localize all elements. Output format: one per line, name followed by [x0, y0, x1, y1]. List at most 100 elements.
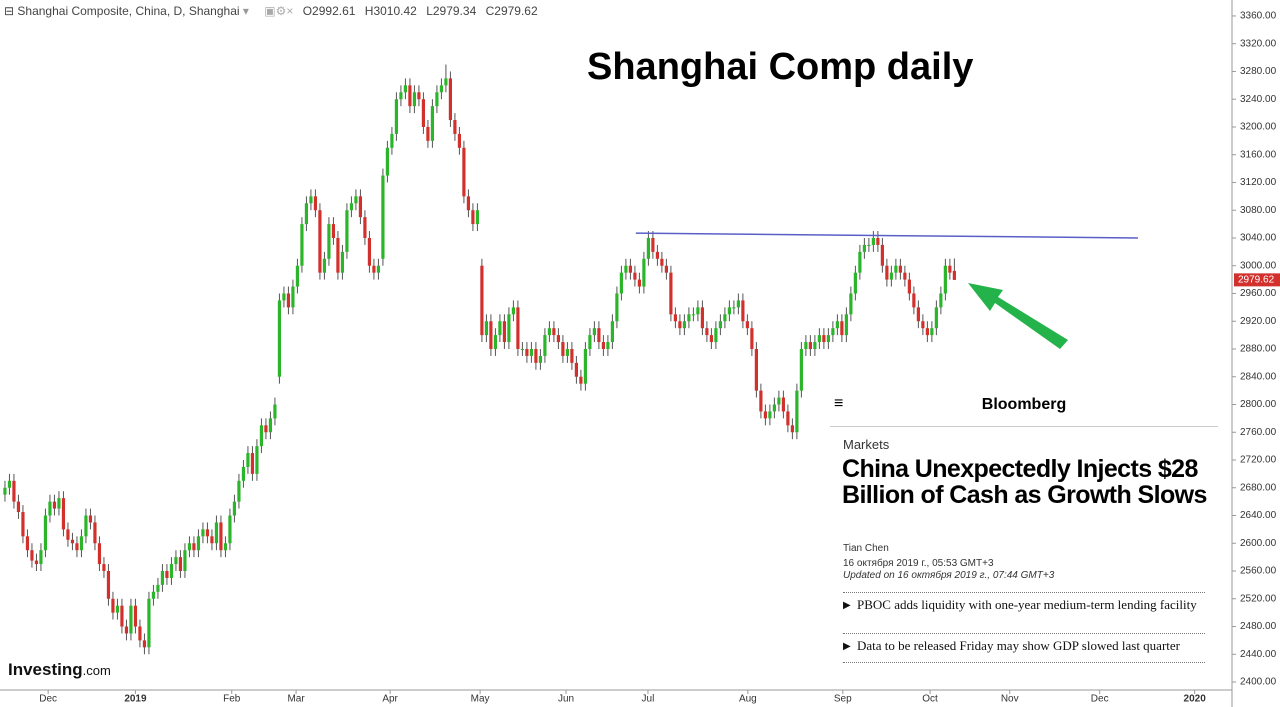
- collapse-icon[interactable]: ⊟: [4, 4, 15, 18]
- x-tick-label: 2020: [1184, 694, 1207, 705]
- candle-body: [336, 237, 340, 273]
- candle-body: [426, 126, 430, 141]
- candle-body: [916, 307, 920, 322]
- candle-body: [408, 85, 412, 107]
- candle-body: [205, 529, 210, 537]
- candle-body: [579, 376, 583, 384]
- y-tick-label: 2840.00: [1240, 371, 1277, 382]
- candle-body: [898, 265, 902, 273]
- arrow: [968, 283, 1068, 349]
- candle-body: [718, 321, 722, 329]
- candle-body: [925, 328, 929, 336]
- candle-body: [354, 196, 358, 204]
- candle-body: [480, 265, 484, 336]
- candle-body: [709, 335, 713, 343]
- candle-body: [412, 92, 417, 107]
- candle-body: [759, 390, 763, 412]
- candle-body: [25, 536, 30, 551]
- candle-body: [588, 335, 592, 349]
- candle-body: [282, 293, 286, 301]
- candle-body: [142, 640, 147, 648]
- candle-body: [867, 244, 871, 246]
- candle-body: [858, 251, 862, 273]
- candle-body: [30, 550, 34, 561]
- candle-body: [331, 224, 336, 238]
- dropdown[interactable]: ▾: [239, 4, 253, 18]
- candle-body: [813, 342, 817, 349]
- candle-body: [309, 196, 313, 204]
- y-tick-label: 2760.00: [1240, 427, 1277, 438]
- candle-body: [646, 237, 650, 259]
- candle-body: [889, 272, 893, 280]
- y-tick-label: 2920.00: [1240, 316, 1277, 327]
- y-tick-label: 2480.00: [1240, 621, 1277, 632]
- candle-body: [817, 335, 821, 343]
- candle-body: [921, 321, 925, 329]
- candle-body: [372, 265, 376, 273]
- candle-body: [340, 251, 345, 273]
- candle-body: [826, 335, 830, 343]
- x-tick-label: Jul: [642, 694, 655, 705]
- menu-icon[interactable]: ≡: [834, 395, 844, 412]
- ohlc: H3010.42: [365, 4, 417, 18]
- candle-body: [669, 272, 673, 315]
- candle-body: [547, 328, 552, 336]
- published: 16 октября 2019 г., 05:53 GMT+3: [843, 558, 994, 569]
- icons[interactable]: ▣⚙×: [264, 4, 294, 18]
- candle-body: [16, 501, 21, 513]
- candle-body: [259, 425, 264, 447]
- candle-body: [808, 342, 812, 349]
- candle-body: [187, 543, 192, 551]
- candle-body: [835, 321, 839, 329]
- bullet: ▶ PBOC adds liquidity with one-year mediu…: [843, 592, 1205, 613]
- candle-body: [381, 175, 385, 259]
- candle-body: [192, 543, 196, 551]
- x-tick-label: May: [471, 694, 490, 705]
- candle-body: [682, 321, 686, 329]
- y-tick-label: 3320.00: [1240, 38, 1277, 49]
- candle-body: [750, 328, 754, 349]
- y-tick-label: 3000.00: [1240, 260, 1277, 271]
- candle-body: [673, 314, 677, 322]
- candle-body: [277, 300, 282, 377]
- y-tick-label: 2440.00: [1240, 649, 1277, 660]
- y-tick-label: 3120.00: [1240, 177, 1277, 188]
- candle-body: [493, 335, 498, 349]
- candle-body: [489, 321, 493, 349]
- candle-body: [561, 342, 565, 356]
- candle-body: [250, 453, 255, 474]
- candle-body: [799, 348, 803, 391]
- ohlc: C2979.62: [486, 4, 538, 18]
- candle-body: [3, 487, 7, 495]
- candle-body: [367, 237, 372, 266]
- candle-body: [183, 550, 187, 572]
- candle-body: [781, 397, 785, 412]
- candle-body: [345, 210, 349, 252]
- candle-body: [444, 78, 448, 86]
- candle-body: [871, 237, 875, 245]
- candle-body: [394, 99, 399, 134]
- candle-body: [7, 480, 12, 488]
- candle-body: [912, 293, 916, 308]
- candle-body: [723, 314, 727, 322]
- y-tick-label: 3360.00: [1240, 11, 1277, 22]
- candle-body: [745, 321, 749, 329]
- candle-body: [376, 265, 381, 273]
- ohlc: L2979.34: [426, 4, 476, 18]
- candle-body: [79, 536, 84, 551]
- candle-body: [507, 314, 511, 343]
- candle-body: [529, 348, 534, 356]
- chart-title: Shanghai Comp daily: [587, 46, 974, 88]
- candle-body: [169, 564, 174, 578]
- candle-body: [939, 293, 943, 308]
- x-tick-label: Jun: [558, 694, 574, 705]
- ohlc-value: 2992.61: [312, 4, 356, 18]
- candle-body: [264, 425, 268, 433]
- candle-body: [52, 501, 57, 509]
- candle-body: [601, 342, 606, 349]
- x-tick-label: Dec: [1091, 694, 1109, 705]
- x-tick-label: Dec: [39, 694, 57, 705]
- candle-body: [484, 321, 489, 336]
- candle-body: [156, 584, 160, 592]
- candle-body: [61, 498, 66, 530]
